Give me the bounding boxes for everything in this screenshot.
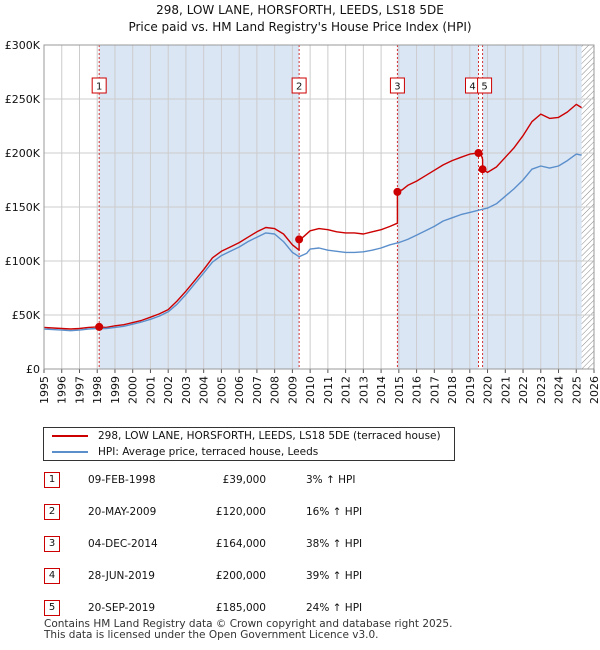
row-number-badge: 3 [44, 536, 60, 552]
x-tick-label: 2011 [322, 376, 335, 404]
x-tick-label: 2014 [375, 376, 388, 404]
title-address: 298, LOW LANE, HORSFORTH, LEEDS, LS18 5D… [156, 3, 444, 17]
row-hpi: 39% ↑ HPI [306, 570, 363, 582]
x-tick-label: 2000 [127, 376, 140, 404]
transaction-label-number: 2 [296, 82, 302, 93]
x-tick-label: 2016 [411, 376, 424, 404]
transaction-label-number: 5 [481, 82, 487, 93]
x-tick-label: 2015 [393, 376, 406, 404]
table-row: 2 20-MAY-2009 £120,000 16% ↑ HPI [44, 504, 404, 520]
table-row: 3 04-DEC-2014 £164,000 38% ↑ HPI [44, 536, 404, 552]
row-price: £120,000 [215, 506, 266, 518]
x-tick-label: 2021 [499, 376, 512, 404]
row-hpi: 3% ↑ HPI [306, 474, 356, 486]
x-tick-label: 2004 [198, 376, 211, 404]
x-tick-label: 2018 [446, 376, 459, 404]
y-tick-label: £0 [26, 363, 40, 376]
x-tick-label: 2007 [251, 376, 264, 404]
transaction-label-box [389, 77, 405, 94]
row-price: £185,000 [215, 602, 266, 614]
y-tick-label: £250K [5, 93, 41, 106]
table-row: 5 20-SEP-2019 £185,000 24% ↑ HPI [44, 600, 404, 616]
table-row: 4 28-JUN-2019 £200,000 39% ↑ HPI [44, 568, 404, 584]
legend-swatch-blue [52, 451, 88, 453]
row-hpi: 38% ↑ HPI [306, 538, 363, 550]
x-tick-label: 2005 [215, 376, 228, 404]
transaction-label: 3 [389, 77, 405, 94]
transaction-label-number: 3 [394, 82, 400, 93]
x-tick-label: 2001 [144, 376, 157, 404]
row-number-badge: 2 [44, 504, 60, 520]
transaction-label-number: 1 [96, 82, 102, 93]
legend-label-hpi: HPI: Average price, terraced house, Leed… [98, 446, 319, 458]
row-number-badge: 5 [44, 600, 60, 616]
row-date: 20-MAY-2009 [88, 506, 157, 518]
row-price: £39,000 [222, 474, 266, 486]
x-tick-label: 1999 [109, 376, 122, 404]
x-tick-label: 2013 [357, 376, 370, 404]
x-tick-label: 2017 [428, 376, 441, 404]
legend-swatch-red [52, 435, 88, 437]
transaction-label-number: 4 [469, 82, 475, 93]
x-tick-label: 2024 [553, 376, 566, 404]
transaction-label-box [91, 77, 107, 94]
footer-copyright: Contains HM Land Registry data © Crown c… [44, 618, 453, 630]
footer-licence: This data is licensed under the Open Gov… [44, 629, 379, 641]
transaction-dot [95, 322, 104, 331]
row-number-badge: 1 [44, 472, 60, 488]
x-tick-label: 2019 [464, 376, 477, 404]
transaction-label-box [291, 77, 307, 94]
legend-item-property: 298, LOW LANE, HORSFORTH, LEEDS, LS18 5D… [52, 428, 441, 444]
transaction-label: 1 [91, 77, 107, 94]
x-tick-label: 2022 [517, 376, 530, 404]
plot-frame [43, 44, 595, 370]
row-number-badge: 4 [44, 568, 60, 584]
x-tick-label: 2012 [340, 376, 353, 404]
hpi-line [44, 153, 582, 332]
y-tick-label: £50K [12, 309, 41, 322]
transaction-label: 2 [291, 77, 307, 94]
title-subtitle: Price paid vs. HM Land Registry's House … [128, 20, 472, 34]
transaction-dot [474, 149, 483, 157]
row-date: 20-SEP-2019 [88, 602, 156, 614]
transaction-dot [393, 187, 402, 196]
x-tick-label: 1997 [73, 376, 86, 404]
transaction-label: 5 [477, 77, 493, 94]
row-hpi: 16% ↑ HPI [306, 506, 363, 518]
x-tick-label: 1996 [56, 376, 69, 404]
x-tick-label: 2009 [286, 376, 299, 404]
x-tick-label: 2025 [570, 376, 583, 404]
transaction-dot [478, 165, 487, 174]
legend-label-property: 298, LOW LANE, HORSFORTH, LEEDS, LS18 5D… [98, 430, 441, 442]
y-tick-label: £200K [5, 147, 41, 160]
transaction-dot [295, 235, 304, 244]
chart-title: 298, LOW LANE, HORSFORTH, LEEDS, LS18 5D… [0, 2, 600, 36]
x-tick-label: 2006 [233, 376, 246, 404]
table-row: 1 09-FEB-1998 £39,000 3% ↑ HPI [44, 472, 404, 488]
footer-attribution: Contains HM Land Registry data © Crown c… [44, 619, 452, 641]
x-tick-label: 2010 [304, 376, 317, 404]
row-date: 04-DEC-2014 [88, 538, 158, 550]
x-tick-label: 2002 [162, 376, 175, 404]
row-date: 09-FEB-1998 [88, 474, 156, 486]
x-tick-label: 2023 [535, 376, 548, 404]
row-hpi: 24% ↑ HPI [306, 602, 363, 614]
x-tick-label: 2008 [269, 376, 282, 404]
x-tick-label: 2003 [180, 376, 193, 404]
x-tick-label: 2020 [482, 376, 495, 404]
row-price: £164,000 [215, 538, 266, 550]
y-tick-label: £100K [5, 255, 41, 268]
transaction-label-box [477, 77, 493, 94]
x-tick-label: 1998 [91, 376, 104, 404]
legend: 298, LOW LANE, HORSFORTH, LEEDS, LS18 5D… [43, 427, 455, 461]
y-tick-label: £300K [5, 39, 41, 52]
x-tick-label: 1995 [38, 376, 51, 404]
row-price: £200,000 [215, 570, 266, 582]
x-tick-label: 2026 [588, 376, 600, 404]
row-date: 28-JUN-2019 [88, 570, 155, 582]
y-tick-label: £150K [5, 201, 41, 214]
legend-item-hpi: HPI: Average price, terraced house, Leed… [52, 444, 318, 460]
